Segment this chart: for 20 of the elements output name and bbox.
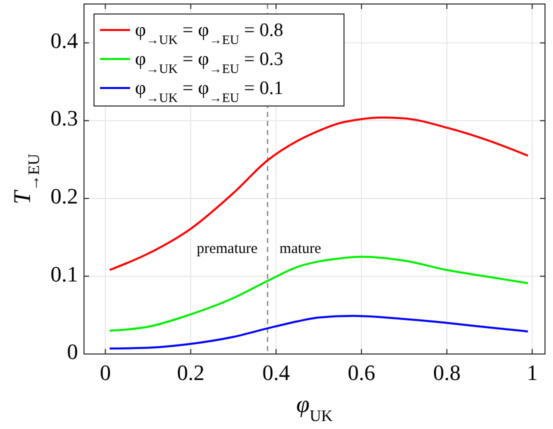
line-series xyxy=(108,314,529,350)
y-tick-label: 0.3 xyxy=(50,106,78,131)
x-tick-label: 0 xyxy=(100,360,111,385)
legend-label: φ$_{→UK}$ = φ$_{→EU}$ = 0.1 xyxy=(135,78,284,104)
x-tick-label: 0.8 xyxy=(433,360,461,385)
y-tick-label: 0.4 xyxy=(50,28,78,53)
y-tick-label: 0.2 xyxy=(50,183,78,208)
x-tick-label: 1 xyxy=(526,360,538,385)
annotation: mature xyxy=(280,241,322,258)
line-series xyxy=(108,256,529,332)
x-tick-label: 0.6 xyxy=(348,360,376,385)
line-series xyxy=(108,116,529,271)
y-tick-label: 0.1 xyxy=(50,261,78,286)
x-tick-label: 0.2 xyxy=(176,360,204,385)
x-axis-title: φ$_{UK}$ xyxy=(296,392,334,424)
legend-label: φ$_{→UK}$ = φ$_{→EU}$ = 0.8 xyxy=(135,20,284,46)
legend-label: φ$_{→UK}$ = φ$_{→EU}$ = 0.3 xyxy=(135,49,284,76)
y-tick-label: 0 xyxy=(67,339,78,364)
annotation: premature xyxy=(196,241,258,258)
x-tick-label: 0.4 xyxy=(262,360,290,385)
